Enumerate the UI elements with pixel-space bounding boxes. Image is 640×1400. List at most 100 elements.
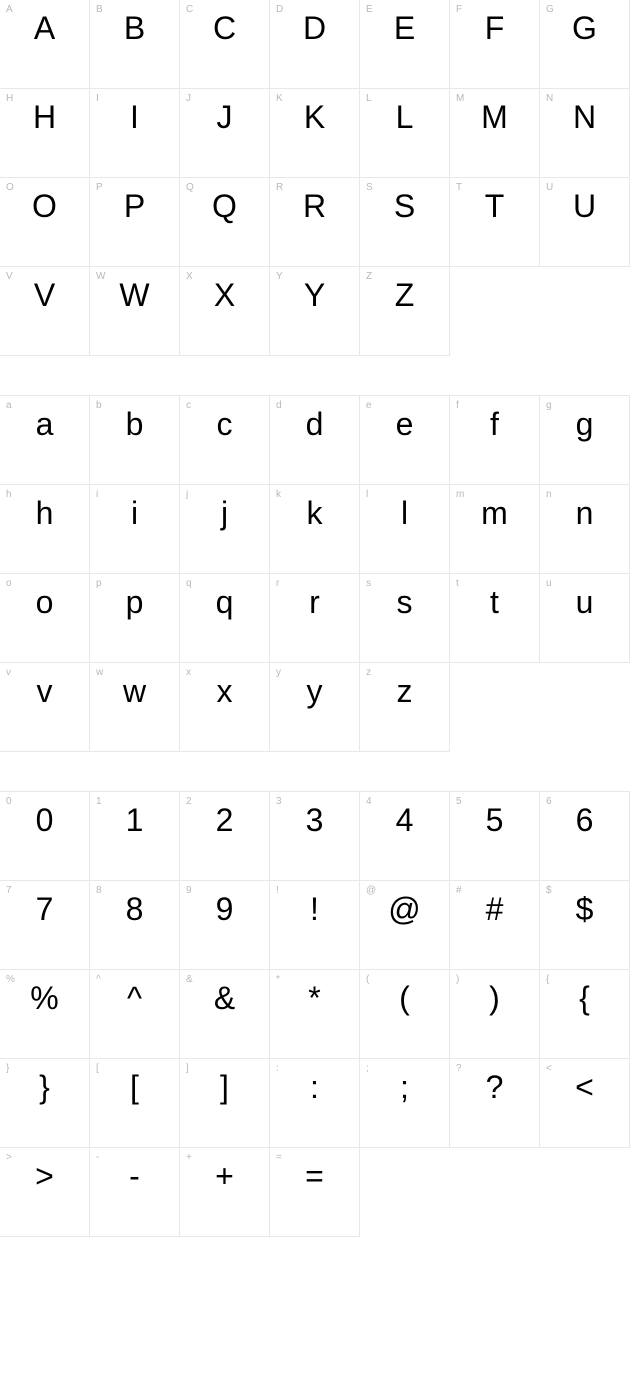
glyph-cell[interactable]: mm bbox=[449, 484, 540, 574]
glyph-cell-glyph: y bbox=[270, 675, 359, 707]
glyph-cell[interactable]: NN bbox=[539, 88, 630, 178]
glyph-cell[interactable]: :: bbox=[269, 1058, 360, 1148]
glyph-cell[interactable]: II bbox=[89, 88, 180, 178]
glyph-cell[interactable]: LL bbox=[359, 88, 450, 178]
glyph-cell-glyph: 7 bbox=[0, 893, 89, 925]
glyph-cell[interactable]: jj bbox=[179, 484, 270, 574]
glyph-cell[interactable]: 77 bbox=[0, 880, 90, 970]
glyph-cell[interactable]: RR bbox=[269, 177, 360, 267]
glyph-cell-glyph: A bbox=[0, 12, 89, 44]
glyph-cell[interactable]: == bbox=[269, 1147, 360, 1237]
glyph-cell[interactable]: gg bbox=[539, 395, 630, 485]
glyph-cell[interactable]: ## bbox=[449, 880, 540, 970]
glyph-cell[interactable]: ^^ bbox=[89, 969, 180, 1059]
glyph-cell[interactable]: 88 bbox=[89, 880, 180, 970]
glyph-cell-glyph: K bbox=[270, 101, 359, 133]
glyph-cell[interactable]: SS bbox=[359, 177, 450, 267]
glyph-cell[interactable]: ** bbox=[269, 969, 360, 1059]
glyph-cell[interactable]: nn bbox=[539, 484, 630, 574]
glyph-cell-glyph: ! bbox=[270, 893, 359, 925]
glyph-section-lowercase: aabbccddeeffgg hhiijjkkllmmnn ooppqqrrsstt… bbox=[0, 396, 640, 752]
glyph-cell[interactable]: 44 bbox=[359, 791, 450, 881]
glyph-cell-glyph: Y bbox=[270, 279, 359, 311]
glyph-cell[interactable]: ll bbox=[359, 484, 450, 574]
glyph-cell[interactable]: rr bbox=[269, 573, 360, 663]
glyph-cell[interactable]: 22 bbox=[179, 791, 270, 881]
glyph-cell[interactable]: xx bbox=[179, 662, 270, 752]
glyph-cell[interactable]: WW bbox=[89, 266, 180, 356]
glyph-cell[interactable]: ;; bbox=[359, 1058, 450, 1148]
glyph-cell[interactable]: uu bbox=[539, 573, 630, 663]
glyph-cell[interactable]: ee bbox=[359, 395, 450, 485]
glyph-cell[interactable]: 00 bbox=[0, 791, 90, 881]
glyph-cell[interactable]: cc bbox=[179, 395, 270, 485]
glyph-cell[interactable]: ss bbox=[359, 573, 450, 663]
glyph-cell[interactable]: OO bbox=[0, 177, 90, 267]
glyph-cell[interactable]: aa bbox=[0, 395, 90, 485]
glyph-cell[interactable]: && bbox=[179, 969, 270, 1059]
glyph-cell[interactable]: bb bbox=[89, 395, 180, 485]
empty-cell bbox=[449, 1147, 540, 1237]
glyph-cell[interactable]: GG bbox=[539, 0, 630, 89]
glyph-cell-glyph: l bbox=[360, 497, 449, 529]
glyph-cell[interactable]: YY bbox=[269, 266, 360, 356]
glyph-cell[interactable]: ]] bbox=[179, 1058, 270, 1148]
glyph-cell[interactable]: (( bbox=[359, 969, 450, 1059]
glyph-cell[interactable]: >> bbox=[0, 1147, 90, 1237]
glyph-cell[interactable]: << bbox=[539, 1058, 630, 1148]
glyph-cell-glyph: u bbox=[540, 586, 629, 618]
glyph-cell[interactable]: ++ bbox=[179, 1147, 270, 1237]
glyph-cell[interactable]: DD bbox=[269, 0, 360, 89]
glyph-cell[interactable]: 66 bbox=[539, 791, 630, 881]
glyph-cell[interactable]: ww bbox=[89, 662, 180, 752]
glyph-cell[interactable]: HH bbox=[0, 88, 90, 178]
glyph-cell[interactable]: $$ bbox=[539, 880, 630, 970]
glyph-cell[interactable]: {{ bbox=[539, 969, 630, 1059]
glyph-cell[interactable]: kk bbox=[269, 484, 360, 574]
glyph-cell[interactable]: )) bbox=[449, 969, 540, 1059]
glyph-cell[interactable]: !! bbox=[269, 880, 360, 970]
glyph-cell[interactable]: ff bbox=[449, 395, 540, 485]
glyph-cell[interactable]: JJ bbox=[179, 88, 270, 178]
glyph-cell[interactable]: qq bbox=[179, 573, 270, 663]
glyph-cell[interactable]: BB bbox=[89, 0, 180, 89]
glyph-cell[interactable]: KK bbox=[269, 88, 360, 178]
glyph-cell-glyph: ) bbox=[450, 982, 539, 1014]
glyph-cell[interactable]: 99 bbox=[179, 880, 270, 970]
glyph-cell[interactable]: MM bbox=[449, 88, 540, 178]
glyph-cell[interactable]: 11 bbox=[89, 791, 180, 881]
glyph-cell[interactable]: 55 bbox=[449, 791, 540, 881]
glyph-cell[interactable]: -- bbox=[89, 1147, 180, 1237]
glyph-cell[interactable]: VV bbox=[0, 266, 90, 356]
glyph-cell[interactable]: QQ bbox=[179, 177, 270, 267]
glyph-cell[interactable]: ZZ bbox=[359, 266, 450, 356]
glyph-cell[interactable]: }} bbox=[0, 1058, 90, 1148]
glyph-cell-glyph: 5 bbox=[450, 804, 539, 836]
glyph-cell[interactable]: UU bbox=[539, 177, 630, 267]
glyph-cell[interactable]: PP bbox=[89, 177, 180, 267]
glyph-cell[interactable]: oo bbox=[0, 573, 90, 663]
glyph-cell[interactable]: zz bbox=[359, 662, 450, 752]
glyph-cell[interactable]: [[ bbox=[89, 1058, 180, 1148]
glyph-cell[interactable]: XX bbox=[179, 266, 270, 356]
glyph-cell[interactable]: hh bbox=[0, 484, 90, 574]
empty-cell bbox=[449, 662, 540, 752]
glyph-cell[interactable]: ii bbox=[89, 484, 180, 574]
glyph-cell[interactable]: 33 bbox=[269, 791, 360, 881]
glyph-cell-glyph: U bbox=[540, 190, 629, 222]
glyph-cell[interactable]: yy bbox=[269, 662, 360, 752]
glyph-cell[interactable]: CC bbox=[179, 0, 270, 89]
glyph-cell[interactable]: TT bbox=[449, 177, 540, 267]
glyph-cell[interactable]: tt bbox=[449, 573, 540, 663]
glyph-cell[interactable]: vv bbox=[0, 662, 90, 752]
glyph-cell[interactable]: pp bbox=[89, 573, 180, 663]
glyph-cell[interactable]: EE bbox=[359, 0, 450, 89]
glyph-cell[interactable]: AA bbox=[0, 0, 90, 89]
glyph-cell[interactable]: %% bbox=[0, 969, 90, 1059]
glyph-cell[interactable]: FF bbox=[449, 0, 540, 89]
glyph-cell[interactable]: @@ bbox=[359, 880, 450, 970]
glyph-cell-glyph: T bbox=[450, 190, 539, 222]
glyph-cell-glyph: X bbox=[180, 279, 269, 311]
glyph-cell[interactable]: ?? bbox=[449, 1058, 540, 1148]
glyph-cell[interactable]: dd bbox=[269, 395, 360, 485]
